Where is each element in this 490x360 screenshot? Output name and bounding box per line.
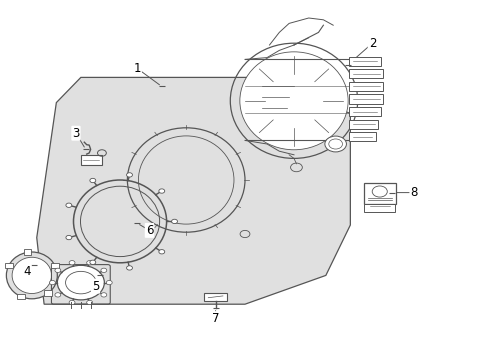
FancyBboxPatch shape xyxy=(364,204,395,212)
Circle shape xyxy=(159,249,165,254)
Circle shape xyxy=(57,265,104,300)
Circle shape xyxy=(55,293,61,297)
FancyBboxPatch shape xyxy=(349,107,381,116)
FancyBboxPatch shape xyxy=(44,291,52,296)
FancyBboxPatch shape xyxy=(349,120,378,129)
Text: 7: 7 xyxy=(212,312,220,325)
FancyBboxPatch shape xyxy=(204,293,227,301)
Circle shape xyxy=(325,136,346,152)
Text: 6: 6 xyxy=(146,224,153,237)
Circle shape xyxy=(90,260,96,265)
Circle shape xyxy=(101,268,107,273)
Circle shape xyxy=(101,293,107,297)
FancyBboxPatch shape xyxy=(349,132,376,141)
FancyBboxPatch shape xyxy=(349,57,381,66)
FancyBboxPatch shape xyxy=(51,263,59,269)
Circle shape xyxy=(172,219,177,224)
FancyBboxPatch shape xyxy=(5,263,13,269)
Ellipse shape xyxy=(6,252,57,299)
Circle shape xyxy=(87,300,93,305)
Circle shape xyxy=(90,178,96,183)
Text: 5: 5 xyxy=(92,280,99,293)
Text: 8: 8 xyxy=(410,186,418,199)
Circle shape xyxy=(87,261,93,265)
Circle shape xyxy=(49,280,55,285)
Circle shape xyxy=(126,173,132,177)
Ellipse shape xyxy=(240,52,348,150)
Circle shape xyxy=(66,235,72,240)
Ellipse shape xyxy=(138,136,234,224)
FancyBboxPatch shape xyxy=(81,155,102,165)
Text: 3: 3 xyxy=(72,127,80,140)
FancyBboxPatch shape xyxy=(24,249,31,255)
Circle shape xyxy=(159,189,165,193)
FancyBboxPatch shape xyxy=(17,294,25,300)
FancyBboxPatch shape xyxy=(349,94,383,104)
Text: 1: 1 xyxy=(133,62,141,75)
FancyBboxPatch shape xyxy=(349,69,383,78)
Text: 4: 4 xyxy=(23,265,31,278)
Ellipse shape xyxy=(12,257,51,293)
Text: 2: 2 xyxy=(368,37,376,50)
Circle shape xyxy=(55,268,61,273)
Circle shape xyxy=(69,300,75,305)
FancyBboxPatch shape xyxy=(349,82,383,91)
Circle shape xyxy=(106,280,112,285)
Circle shape xyxy=(126,266,132,270)
Circle shape xyxy=(66,203,72,207)
FancyBboxPatch shape xyxy=(364,183,396,204)
Polygon shape xyxy=(37,77,350,304)
Circle shape xyxy=(69,261,75,265)
